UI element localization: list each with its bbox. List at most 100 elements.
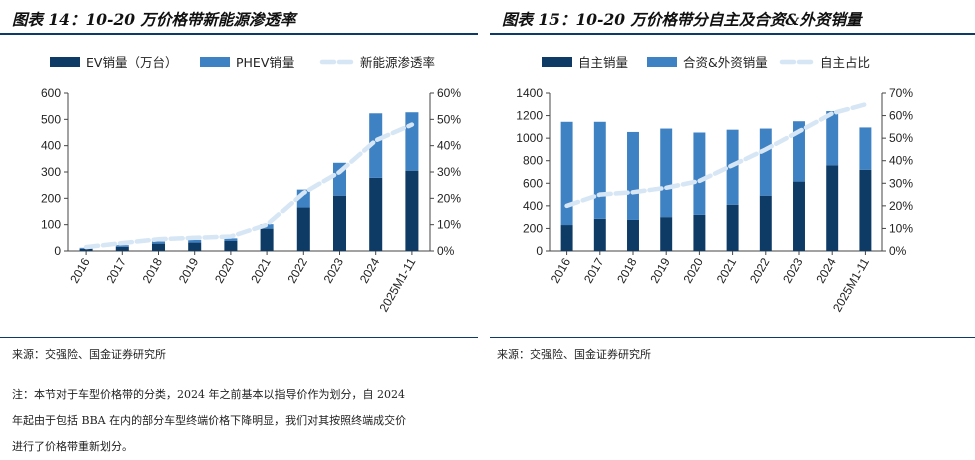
right-bar-s2: [627, 131, 639, 220]
right-bar-s1: [627, 219, 639, 251]
left-y2tick-label: 40%: [437, 139, 461, 153]
right-bar-s1: [859, 169, 872, 251]
left-ytick-label: 600: [41, 86, 61, 100]
right-source: 来源：交强险、国金证券研究所: [497, 348, 651, 361]
left-ytick-label: 500: [41, 112, 61, 126]
left-y2tick-label: 0%: [437, 244, 455, 258]
left-bar-s2: [369, 113, 383, 178]
left-bar-s2: [115, 245, 129, 247]
footnote-line-3: 进行了价格带重新划分。: [12, 440, 133, 453]
left-legend-label-3: 新能源渗透率: [360, 55, 435, 70]
right-y2tick-label: 40%: [889, 154, 913, 168]
right-xtick-label: 2016: [548, 255, 574, 285]
left-ytick-label: 0: [54, 244, 61, 258]
left-bar-s1: [151, 243, 166, 251]
right-legend-label-1: 自主销量: [578, 55, 628, 70]
left-bar-s1: [332, 195, 347, 251]
left-bar-s1: [369, 177, 383, 251]
left-ytick-label: 400: [41, 139, 61, 153]
right-bar-s2: [593, 121, 606, 219]
right-legend-label-2: 合资&外资销量: [683, 55, 768, 70]
left-title-rule: [0, 33, 478, 35]
left-bar-s1: [79, 248, 93, 251]
right-bar-s1: [693, 214, 706, 251]
left-source-rule: [0, 337, 478, 338]
left-line-series: [83, 122, 415, 250]
footnote: 注：本节对于车型价格带的分类，2024 年之前基本以指导价作为划分，自 2024…: [12, 382, 472, 460]
right-legend-swatch-2: [647, 57, 677, 67]
right-y2tick-label: 10%: [889, 221, 913, 235]
right-bar-s2: [826, 111, 839, 166]
right-ytick-label: 1200: [516, 109, 543, 123]
right-ytick-label: 400: [523, 199, 543, 213]
left-xtick-label: 2018: [140, 255, 166, 285]
right-xtick-label: 2024: [813, 255, 839, 285]
left-y2tick-label: 10%: [437, 218, 461, 232]
right-xtick-label: 2022: [747, 255, 773, 285]
left-bar-s2: [224, 238, 238, 241]
right-bar-s1: [560, 225, 573, 251]
left-xtick-label: 2024: [357, 255, 383, 285]
right-ytick-label: 1000: [516, 131, 543, 145]
left-legend-swatch-1: [50, 57, 80, 67]
right-source-rule: [490, 337, 975, 338]
right-bar-s2: [759, 128, 772, 196]
left-legend-label-1: EV销量（万台）: [86, 55, 177, 70]
right-xtick-label: 2019: [647, 255, 673, 285]
left-legend-label-2: PHEV销量: [236, 55, 294, 70]
left-bar-s1: [296, 207, 310, 251]
right-y2tick-label: 0%: [889, 244, 907, 258]
left-chart: 0 100 200 300 400 500 600 0% 10% 20% 30% 40% 50% 60% 2…: [41, 55, 461, 314]
right-xtick-label: 2017: [581, 255, 607, 285]
right-ytick-label: 1400: [516, 86, 543, 100]
left-xtick-label: 2020: [212, 255, 238, 285]
left-y2tick-label: 50%: [437, 112, 461, 126]
footnote-line-1: 注：本节对于车型价格带的分类，2024 年之前基本以指导价作为划分，自 2024: [12, 388, 405, 401]
right-bar-s1: [726, 204, 739, 251]
left-xtick-label: 2019: [176, 255, 202, 285]
left-chart-title: 图表 14：10-20 万价格带新能源渗透率: [12, 10, 296, 29]
right-bar-s2: [560, 121, 573, 226]
left-ytick-label: 100: [41, 218, 61, 232]
left-xtick-label: 2021: [248, 255, 274, 285]
right-ytick-label: 600: [523, 176, 543, 190]
right-xtick-label: 2020: [681, 255, 707, 285]
right-ytick-label: 0: [536, 244, 543, 258]
right-y2tick-label: 20%: [889, 199, 913, 213]
right-bar-s1: [593, 218, 606, 251]
right-ytick-label: 200: [523, 221, 543, 235]
left-y2tick-label: 30%: [437, 165, 461, 179]
left-bar-s1: [115, 246, 129, 251]
right-legend-swatch-1: [542, 57, 572, 67]
left-xtick-label: 2022: [284, 255, 310, 285]
right-xtick-label: 2023: [780, 255, 806, 285]
left-bar-s2: [151, 241, 166, 244]
right-y2tick-label: 60%: [889, 109, 913, 123]
right-bar-s1: [660, 217, 673, 251]
left-y2tick-label: 60%: [437, 86, 461, 100]
left-source: 来源：交强险、国金证券研究所: [12, 348, 166, 361]
right-bar-s1: [826, 165, 839, 251]
left-ytick-label: 200: [41, 191, 61, 205]
left-legend-swatch-2: [200, 57, 230, 67]
left-bar-s1: [188, 242, 202, 251]
right-line-series: [564, 102, 868, 209]
footnote-line-2: 年起由于包括 BBA 在内的部分车型终端价格下降明显，我们对其按照终端成交价: [12, 414, 407, 427]
right-legend-label-3: 自主占比: [820, 55, 870, 70]
left-xtick-label: 2023: [321, 255, 347, 285]
right-xtick-label: 2018: [614, 255, 640, 285]
right-bar-s1: [759, 195, 772, 251]
left-y2tick-label: 20%: [437, 191, 461, 205]
right-y2tick-label: 30%: [889, 176, 913, 190]
right-chart: 0 200 400 600 800 1000 1200 1400 0% 10% 20% 30% 40% 5…: [516, 55, 913, 314]
left-bar-s1: [224, 240, 238, 251]
right-bar-s2: [859, 127, 872, 170]
left-bar-s2: [405, 112, 419, 171]
right-bar-s1: [793, 181, 805, 251]
right-bar-s2: [793, 121, 805, 182]
right-chart-title: 图表 15：10-20 万价格带分自主及合资&外资销量: [502, 10, 862, 29]
left-xtick-label: 2017: [103, 255, 129, 285]
left-xtick-label: 2016: [67, 255, 93, 285]
right-bar-s2: [660, 128, 673, 218]
right-title-rule: [490, 33, 975, 35]
